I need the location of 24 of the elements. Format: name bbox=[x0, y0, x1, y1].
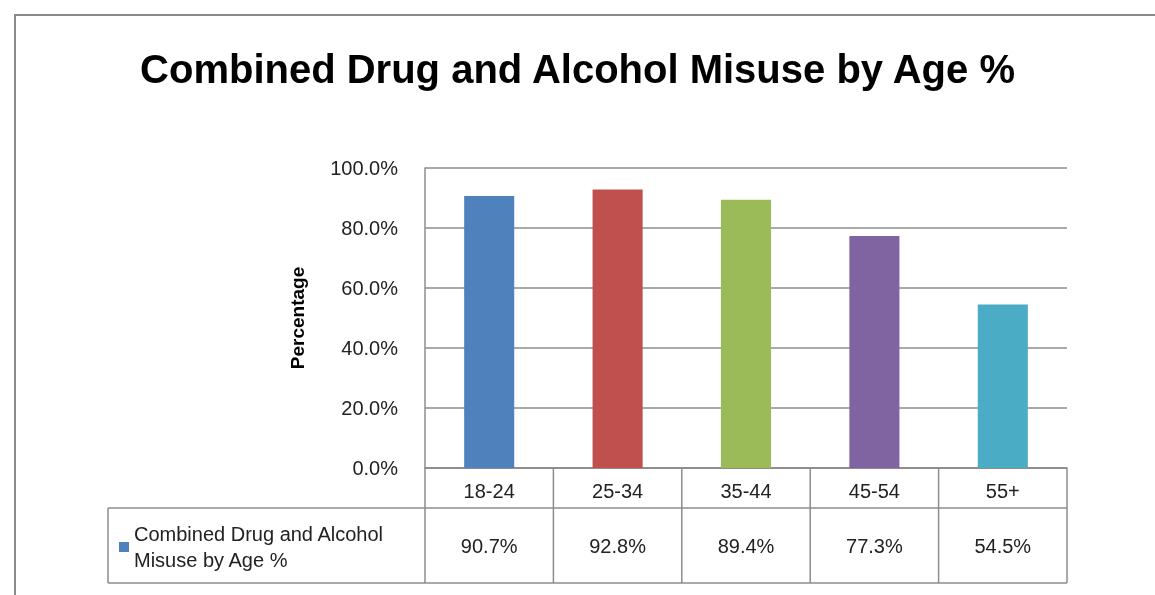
data-label: 89.4% bbox=[717, 534, 775, 557]
bar bbox=[720, 199, 772, 468]
bar bbox=[592, 189, 643, 468]
legend-label: Combined Drug and Alcohol Misuse by Age % bbox=[134, 523, 389, 571]
data-label: 92.8% bbox=[589, 534, 647, 557]
bar bbox=[464, 195, 515, 468]
x-tick-label: 45-54 bbox=[848, 480, 900, 502]
data-label: 77.3% bbox=[846, 534, 903, 557]
y-tick-label: 0.0% bbox=[352, 457, 399, 479]
x-tick-label: 35-44 bbox=[720, 480, 772, 502]
bar bbox=[849, 236, 900, 468]
y-tick-label: 20.0% bbox=[341, 397, 399, 419]
y-tick-label: 60.0% bbox=[341, 277, 399, 299]
data-label: 54.5% bbox=[974, 534, 1032, 557]
y-axis-title: Percentage bbox=[287, 266, 308, 370]
y-tick-label: 40.0% bbox=[341, 337, 399, 359]
x-tick-label: 25-34 bbox=[592, 480, 644, 502]
bar bbox=[977, 304, 1028, 468]
chart-title: Combined Drug and Alcohol Misuse by Age % bbox=[140, 47, 1015, 91]
x-tick-label: 55+ bbox=[985, 480, 1020, 502]
data-label: 90.7% bbox=[460, 534, 518, 557]
y-tick-label: 100.0% bbox=[330, 157, 399, 179]
x-tick-label: 18-24 bbox=[463, 480, 515, 502]
y-tick-label: 80.0% bbox=[341, 217, 399, 239]
